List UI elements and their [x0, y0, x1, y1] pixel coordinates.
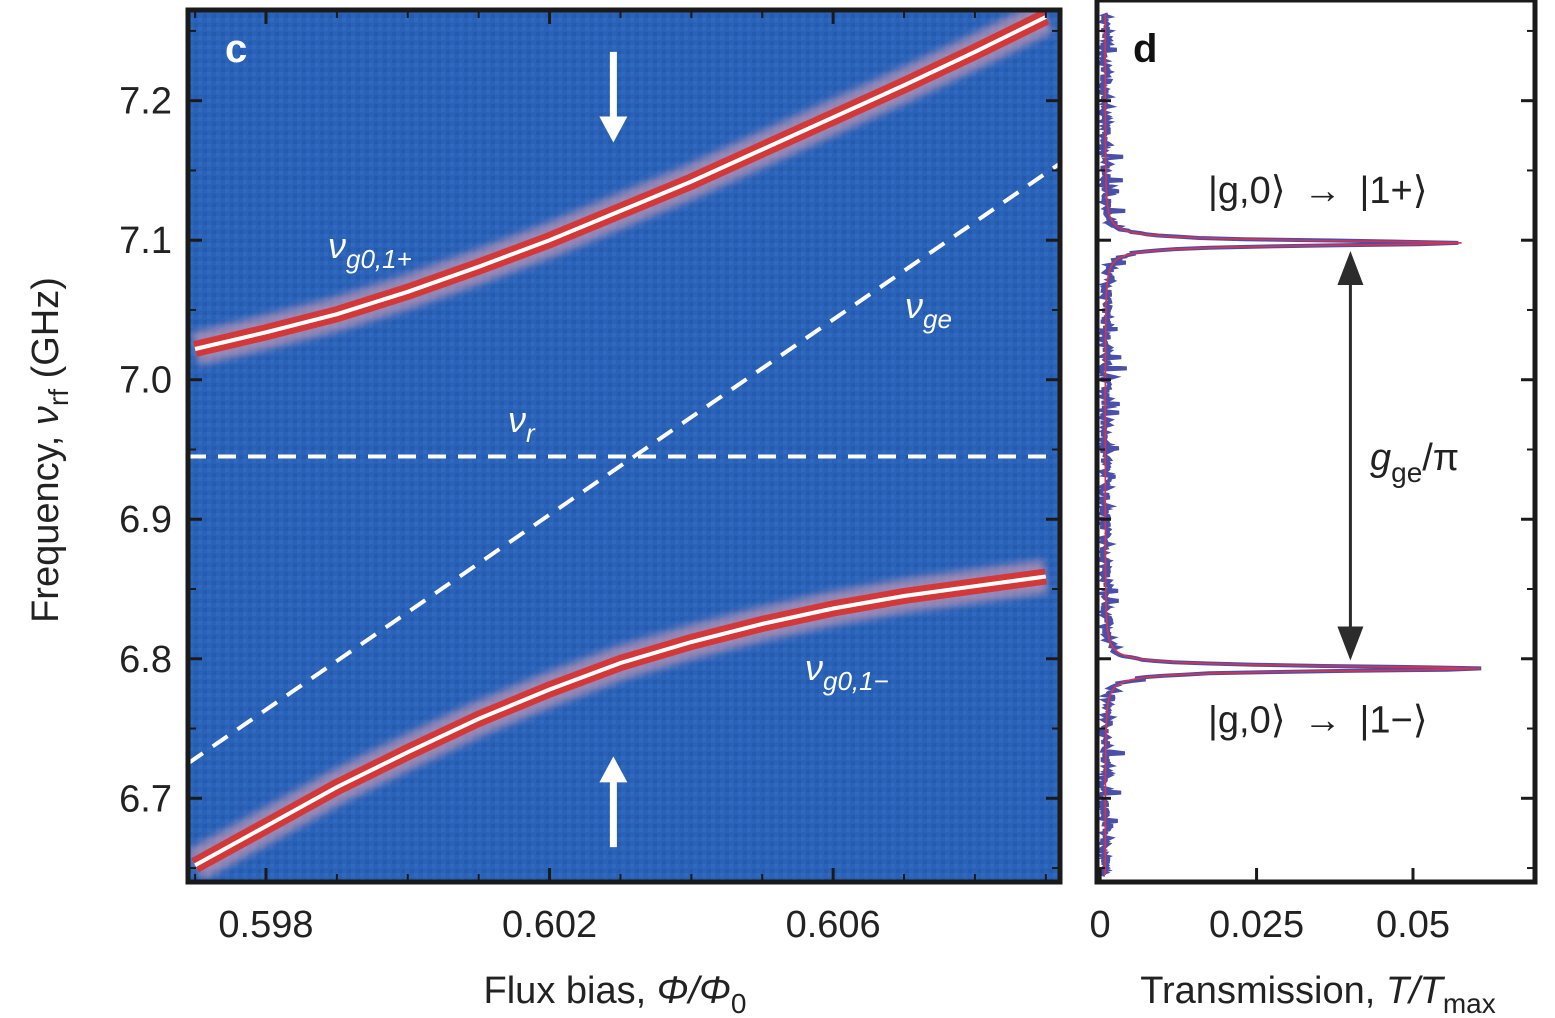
splitting-arrow-up-icon — [1337, 250, 1364, 285]
panel-d-letter: d — [1133, 27, 1157, 71]
x-tick-label-d-2: 0.05 — [1376, 904, 1450, 946]
arrow-down-icon — [599, 116, 628, 143]
y-axis-label-c: Frequency, νrf (GHz) — [25, 277, 74, 623]
panel-d-frame — [1094, 0, 1538, 885]
curve-label-1: νg0,1− — [805, 647, 889, 696]
curve-label-3: νr — [508, 399, 536, 448]
y-tick-label-c-0: 6.7 — [119, 778, 172, 820]
x-tick-label-c-0: 0.598 — [218, 904, 313, 946]
fit-line-0 — [194, 15, 1047, 351]
y-tick-label-c-1: 6.8 — [119, 639, 172, 681]
y-tick-label-c-5: 7.2 — [119, 81, 172, 123]
y-tick-label-c-4: 7.1 — [119, 220, 172, 262]
x-tick-label-c-1: 0.602 — [502, 904, 597, 946]
panel-c-letter: c — [225, 27, 247, 71]
x-axis-label-d: Transmission, T/Tmax — [1140, 970, 1496, 1018]
heatmap-background — [188, 10, 1060, 882]
lorentzian-fit-line — [1104, 14, 1481, 875]
y-tick-label-c-3: 7.0 — [119, 360, 172, 402]
splitting-arrow-down-icon — [1337, 626, 1364, 661]
panel-c-frame — [185, 7, 1063, 885]
arrow-up-icon — [599, 756, 628, 783]
y-tick-label-c-2: 6.9 — [119, 499, 172, 541]
transition-label-0: |g,0⟩ → |1+⟩ — [1208, 170, 1428, 212]
dashed-line-2 — [188, 161, 1060, 766]
panel-d: 0 0.025 0.05 |g,0⟩ → |1+⟩ |g,0⟩ → |1−⟩ gge/π d T… — [1090, 0, 1538, 1018]
panel-c: 0.598 0.602 0.606 6.7 6.8 6.9 7.0 7.1 7.2 νg0,1+… — [25, 7, 1063, 1018]
fit-line-1 — [194, 574, 1047, 868]
panel-d-background — [1097, 0, 1535, 882]
curve-label-0: νg0,1+ — [328, 225, 412, 274]
transition-label-1: |g,0⟩ → |1−⟩ — [1208, 700, 1428, 742]
x-axis-label-c: Flux bias, Φ/Φ0 — [484, 970, 747, 1018]
curve-label-2: νge — [905, 285, 952, 334]
x-tick-label-d-0: 0 — [1090, 904, 1111, 946]
splitting-label: gge/π — [1370, 437, 1459, 488]
x-tick-label-d-1: 0.025 — [1209, 904, 1304, 946]
x-tick-label-c-2: 0.606 — [786, 904, 881, 946]
